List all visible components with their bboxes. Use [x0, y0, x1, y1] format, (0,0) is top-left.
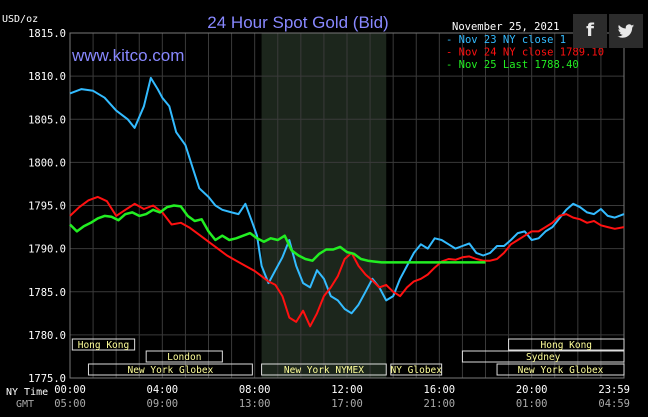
- facebook-share-button[interactable]: f: [573, 14, 607, 48]
- x-axis-gmt-label: GMT: [16, 399, 34, 410]
- y-tick-label-5: 1790.0: [28, 244, 66, 256]
- chart-grid: [69, 32, 625, 379]
- plot-frame: [69, 32, 625, 379]
- facebook-icon: f: [586, 20, 594, 41]
- y-tick-label-2: 1805.0: [28, 114, 66, 126]
- session-label-5: Hong Kong: [541, 340, 592, 351]
- x-tick-nytime-6: 23:59: [598, 384, 630, 396]
- session-label-2: New York Globex: [128, 365, 214, 376]
- y-axis-label: USD/oz: [2, 14, 38, 25]
- y-tick-label-1: 1810.0: [28, 71, 66, 83]
- session-box-6: [461, 350, 625, 363]
- session-label-6: Sydney: [526, 352, 561, 363]
- session-label-7: New York Globex: [518, 365, 604, 376]
- y-tick-label-6: 1785.0: [28, 287, 66, 299]
- y-tick-label-4: 1795.0: [28, 201, 66, 213]
- x-tick-nytime-2: 08:00: [239, 384, 271, 396]
- legend-entry-0: - Nov 23 NY close 1: [446, 34, 566, 46]
- x-tick-gmt-1: 09:00: [147, 398, 179, 410]
- x-tick-gmt-3: 17:00: [331, 398, 363, 410]
- chart-legend: - Nov 23 NY close 1- Nov 24 NY close 178…: [446, 34, 604, 71]
- twitter-share-button[interactable]: [609, 14, 643, 48]
- y-tick-label-7: 1780.0: [28, 330, 66, 342]
- x-tick-gmt-2: 13:00: [239, 398, 271, 410]
- series-line-1: [69, 195, 625, 328]
- chart-axes: 1815.0 1810.0 1805.0 1800.0 1795.0 1790.0 1785…: [6, 28, 630, 410]
- site-watermark: www.kitco.com: [71, 46, 184, 65]
- x-tick-gmt-6: 04:59: [598, 398, 630, 410]
- session-label-3: New York NYMEX: [284, 365, 364, 376]
- session-box-7: [496, 363, 625, 376]
- chart-date: November 25, 2021: [452, 21, 559, 33]
- series-line-2: [69, 204, 486, 264]
- session-box-3: [261, 363, 387, 376]
- legend-entry-1: - Nov 24 NY close 1789.10: [446, 47, 604, 59]
- session-box-5: [508, 338, 625, 351]
- session-label-4: NY Globex: [391, 365, 443, 376]
- session-box-2: [87, 363, 253, 376]
- chart-title: 24 Hour Spot Gold (Bid): [207, 13, 388, 32]
- session-label-1: London: [167, 352, 201, 363]
- x-tick-nytime-3: 12:00: [331, 384, 363, 396]
- series-line-0: [69, 76, 625, 315]
- x-tick-nytime-5: 20:00: [516, 384, 548, 396]
- y-tick-label-0: 1815.0: [28, 28, 66, 40]
- x-axis-nytime-label: NY Time: [6, 387, 48, 398]
- x-tick-nytime-4: 16:00: [424, 384, 456, 396]
- market-sessions: Hong Kong London New York Globex New York N…: [71, 338, 625, 376]
- session-label-0: Hong Kong: [78, 340, 129, 351]
- session-box-1: [145, 350, 223, 363]
- session-box-4: [390, 363, 443, 376]
- x-tick-gmt-0: 05:00: [54, 398, 86, 410]
- x-tick-nytime-1: 04:00: [147, 384, 179, 396]
- x-tick-gmt-5: 01:00: [516, 398, 548, 410]
- legend-entry-2: - Nov 25 Last 1788.40: [446, 59, 579, 71]
- y-tick-label-3: 1800.0: [28, 157, 66, 169]
- x-tick-gmt-4: 21:00: [424, 398, 456, 410]
- x-tick-nytime-0: 00:00: [54, 384, 86, 396]
- y-tick-label-8: 1775.0: [28, 373, 66, 385]
- chart-series: [69, 76, 625, 328]
- twitter-icon: [617, 21, 635, 40]
- session-box-0: [71, 338, 136, 351]
